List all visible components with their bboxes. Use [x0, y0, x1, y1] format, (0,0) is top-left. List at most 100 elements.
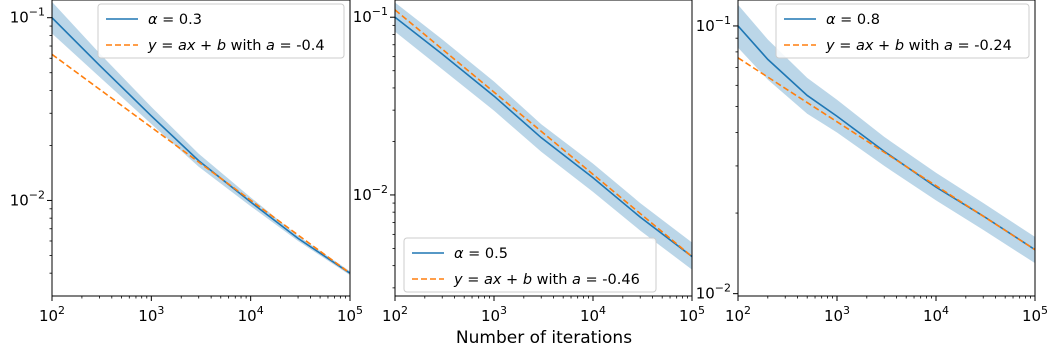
tick-base: 10: [725, 307, 744, 325]
legend-symbol: α: [826, 12, 836, 28]
tick-exponent: −1: [29, 6, 45, 19]
tick-exponent: 3: [843, 304, 850, 317]
confidence-band: [395, 2, 692, 270]
legend-b: b: [895, 38, 904, 54]
legend-label: α = 0.8: [826, 12, 880, 28]
legend-box: [775, 3, 1030, 59]
legend-value: = 0.3: [158, 12, 202, 28]
legend: α = 0.3 y = ax + b with a = -0.4: [97, 3, 345, 59]
y-tick-label: 10−1: [696, 14, 731, 35]
legend-y: y: [147, 38, 157, 54]
tick-base: 10: [10, 9, 29, 27]
tick-exponent: 3: [157, 304, 164, 317]
tick-base: 10: [353, 186, 372, 204]
legend-b: b: [523, 272, 532, 288]
tick-exponent: 2: [58, 304, 65, 317]
x-axis-label: Number of iterations: [456, 328, 632, 348]
tick-base: 10: [1022, 307, 1041, 325]
tick-base: 10: [382, 307, 401, 325]
tick-exponent: 4: [942, 304, 949, 317]
axes-frame: [737, 0, 1036, 297]
legend: α = 0.8 y = ax + b with a = -0.24: [775, 3, 1030, 59]
x-tick-label: 105: [679, 304, 705, 325]
tick-base: 10: [696, 285, 715, 303]
y-tick-label: 10−1: [353, 5, 388, 26]
tick-base: 10: [580, 307, 599, 325]
tick-base: 10: [824, 307, 843, 325]
legend-label: y = ax + b with a = -0.4: [147, 38, 325, 54]
legend-with: with: [532, 272, 572, 288]
x-tick-label: 102: [382, 304, 408, 325]
fit-line: [52, 53, 350, 274]
tick-exponent: −2: [29, 188, 45, 201]
legend: α = 0.5y = ax + b with a = -0.46: [403, 237, 657, 293]
axes-frame: [394, 0, 693, 297]
tick-exponent: 4: [257, 304, 264, 317]
legend-plus: +: [195, 38, 216, 54]
y-tick-label: 10−2: [10, 188, 45, 209]
legend-value: = 0.8: [836, 12, 880, 28]
x-tick-label: 104: [580, 304, 606, 325]
legend-value: = 0.5: [464, 246, 508, 262]
x-tick-label: 104: [923, 304, 949, 325]
y-tick-label: 10−1: [10, 6, 45, 27]
legend-value: = -0.24: [953, 38, 1012, 54]
fit-line: [395, 9, 692, 258]
legend-plus: +: [501, 272, 522, 288]
tick-exponent: 5: [698, 304, 705, 317]
tick-exponent: 3: [500, 304, 507, 317]
legend-box: [97, 3, 345, 59]
x-tick-label: 102: [39, 304, 65, 325]
legend-box: [403, 237, 657, 293]
legend-eq: =: [463, 272, 484, 288]
tick-exponent: 5: [356, 304, 363, 317]
tick-exponent: 2: [401, 304, 408, 317]
tick-base: 10: [238, 307, 257, 325]
x-tick-label: 103: [138, 304, 164, 325]
tick-base: 10: [679, 307, 698, 325]
legend-plus: +: [873, 38, 894, 54]
tick-base: 10: [39, 307, 58, 325]
legend-value: = -0.4: [275, 38, 325, 54]
legend-label: α = 0.3: [148, 12, 202, 28]
y-tick-label: 10−2: [353, 183, 388, 204]
x-tick-label: 105: [1022, 304, 1048, 325]
axes-frame: [51, 0, 351, 297]
legend-eq: =: [835, 38, 856, 54]
legend-y: y: [825, 38, 835, 54]
legend-value: = -0.46: [581, 272, 640, 288]
x-tick-label: 105: [337, 304, 363, 325]
plot-area: [738, 4, 1035, 264]
confidence-band: [738, 4, 1035, 264]
tick-base: 10: [10, 191, 29, 209]
legend-a: a: [266, 38, 275, 54]
tick-exponent: 2: [744, 304, 751, 317]
mean-line: [52, 17, 350, 274]
tick-base: 10: [923, 307, 942, 325]
tick-base: 10: [696, 17, 715, 35]
tick-base: 10: [138, 307, 157, 325]
tick-exponent: 5: [1041, 304, 1048, 317]
legend-y: y: [453, 272, 463, 288]
tick-exponent: −1: [715, 14, 731, 27]
legend-with: with: [226, 38, 266, 54]
legend-ax: ax: [178, 38, 196, 54]
x-tick-label: 103: [824, 304, 850, 325]
legend-ax: ax: [484, 272, 502, 288]
y-tick-label: 10−2: [696, 282, 731, 303]
tick-exponent: −2: [372, 183, 388, 196]
legend-b: b: [217, 38, 226, 54]
plot-area: [395, 2, 692, 270]
tick-base: 10: [353, 8, 372, 26]
legend-label: y = ax + b with a = -0.24: [825, 38, 1012, 54]
legend-ax: ax: [856, 38, 874, 54]
tick-base: 10: [337, 307, 356, 325]
fit-line: [738, 57, 1035, 251]
tick-exponent: −1: [372, 5, 388, 18]
tick-base: 10: [481, 307, 500, 325]
legend-a: a: [944, 38, 953, 54]
